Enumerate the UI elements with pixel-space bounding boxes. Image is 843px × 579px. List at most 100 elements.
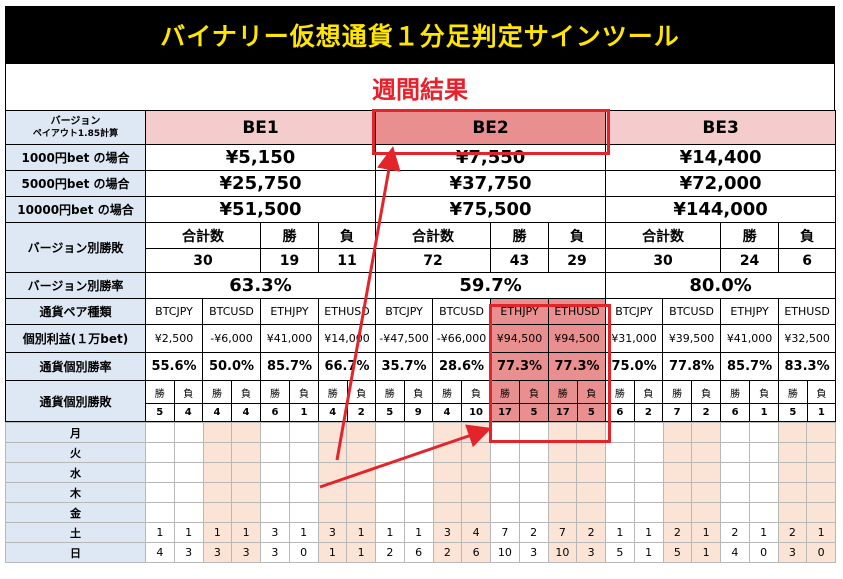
day-cell[interactable] <box>806 462 836 483</box>
day-cell[interactable] <box>202 422 233 443</box>
day-cell[interactable]: 4 <box>461 522 491 543</box>
day-cell[interactable] <box>490 462 520 483</box>
day-cell[interactable] <box>346 502 376 523</box>
day-cell[interactable] <box>231 422 261 443</box>
day-cell[interactable]: 3 <box>231 542 261 563</box>
day-cell[interactable] <box>375 422 405 443</box>
day-cell[interactable] <box>720 422 750 443</box>
day-cell[interactable] <box>806 442 836 463</box>
day-cell[interactable]: 6 <box>461 542 491 563</box>
day-cell[interactable]: 3 <box>777 542 808 563</box>
day-cell[interactable] <box>432 462 463 483</box>
day-cell[interactable] <box>490 422 520 443</box>
day-cell[interactable] <box>288 462 319 483</box>
day-cell[interactable]: 1 <box>633 522 664 543</box>
day-cell[interactable]: 1 <box>375 522 405 543</box>
day-cell[interactable] <box>576 422 606 443</box>
day-cell[interactable] <box>691 482 721 503</box>
day-cell[interactable] <box>173 502 204 523</box>
day-cell[interactable]: 1 <box>691 522 721 543</box>
day-cell[interactable] <box>461 502 491 523</box>
day-cell[interactable] <box>375 502 405 523</box>
day-cell[interactable]: 7 <box>547 522 578 543</box>
day-cell[interactable] <box>720 462 750 483</box>
day-cell[interactable]: 2 <box>777 522 808 543</box>
day-cell[interactable] <box>231 482 261 503</box>
day-cell[interactable] <box>260 482 290 503</box>
day-cell[interactable] <box>403 422 434 443</box>
day-cell[interactable] <box>518 422 549 443</box>
day-cell[interactable]: 1 <box>806 522 836 543</box>
day-cell[interactable]: 4 <box>145 542 175 563</box>
day-cell[interactable] <box>777 462 808 483</box>
day-cell[interactable] <box>720 442 750 463</box>
day-cell[interactable]: 2 <box>375 542 405 563</box>
day-cell[interactable]: 10 <box>490 542 520 563</box>
day-cell[interactable]: 0 <box>806 542 836 563</box>
day-cell[interactable]: 5 <box>662 542 693 563</box>
day-cell[interactable] <box>375 482 405 503</box>
day-cell[interactable] <box>547 422 578 443</box>
day-cell[interactable] <box>547 482 578 503</box>
day-cell[interactable] <box>375 462 405 483</box>
day-cell[interactable] <box>145 462 175 483</box>
day-cell[interactable]: 1 <box>317 542 348 563</box>
day-cell[interactable] <box>145 442 175 463</box>
day-cell[interactable]: 2 <box>576 522 606 543</box>
day-cell[interactable] <box>662 442 693 463</box>
day-cell[interactable] <box>461 462 491 483</box>
day-cell[interactable] <box>720 482 750 503</box>
day-cell[interactable] <box>346 422 376 443</box>
day-cell[interactable] <box>202 482 233 503</box>
day-cell[interactable] <box>288 422 319 443</box>
day-cell[interactable]: 1 <box>145 522 175 543</box>
day-cell[interactable] <box>288 442 319 463</box>
day-cell[interactable]: 1 <box>403 522 434 543</box>
day-cell[interactable] <box>691 442 721 463</box>
day-cell[interactable] <box>231 502 261 523</box>
day-cell[interactable] <box>317 482 348 503</box>
day-cell[interactable]: 3 <box>260 542 290 563</box>
day-cell[interactable] <box>547 442 578 463</box>
day-cell[interactable] <box>691 462 721 483</box>
day-cell[interactable]: 10 <box>547 542 578 563</box>
day-cell[interactable] <box>662 502 693 523</box>
day-cell[interactable] <box>777 482 808 503</box>
day-cell[interactable] <box>662 462 693 483</box>
day-cell[interactable] <box>375 442 405 463</box>
day-cell[interactable] <box>662 482 693 503</box>
day-cell[interactable]: 7 <box>490 522 520 543</box>
day-cell[interactable] <box>317 422 348 443</box>
day-cell[interactable] <box>346 482 376 503</box>
day-cell[interactable] <box>260 502 290 523</box>
day-cell[interactable] <box>547 502 578 523</box>
day-cell[interactable]: 2 <box>518 522 549 543</box>
day-cell[interactable]: 0 <box>748 542 779 563</box>
day-cell[interactable] <box>605 502 635 523</box>
day-cell[interactable] <box>806 422 836 443</box>
day-cell[interactable] <box>576 502 606 523</box>
day-cell[interactable]: 2 <box>432 542 463 563</box>
day-cell[interactable]: 1 <box>173 522 204 543</box>
day-cell[interactable]: 3 <box>317 522 348 543</box>
day-cell[interactable] <box>260 422 290 443</box>
day-cell[interactable] <box>145 502 175 523</box>
day-cell[interactable] <box>173 462 204 483</box>
day-cell[interactable] <box>605 422 635 443</box>
day-cell[interactable] <box>633 462 664 483</box>
day-cell[interactable] <box>662 422 693 443</box>
day-cell[interactable] <box>777 502 808 523</box>
day-cell[interactable]: 3 <box>260 522 290 543</box>
day-cell[interactable] <box>202 442 233 463</box>
day-cell[interactable]: 1 <box>633 542 664 563</box>
day-cell[interactable]: 0 <box>288 542 319 563</box>
day-cell[interactable] <box>748 422 779 443</box>
day-cell[interactable] <box>518 502 549 523</box>
day-cell[interactable] <box>403 482 434 503</box>
day-cell[interactable] <box>576 442 606 463</box>
day-cell[interactable] <box>432 442 463 463</box>
day-cell[interactable] <box>432 502 463 523</box>
day-cell[interactable] <box>748 442 779 463</box>
day-cell[interactable] <box>633 502 664 523</box>
day-cell[interactable]: 1 <box>748 522 779 543</box>
